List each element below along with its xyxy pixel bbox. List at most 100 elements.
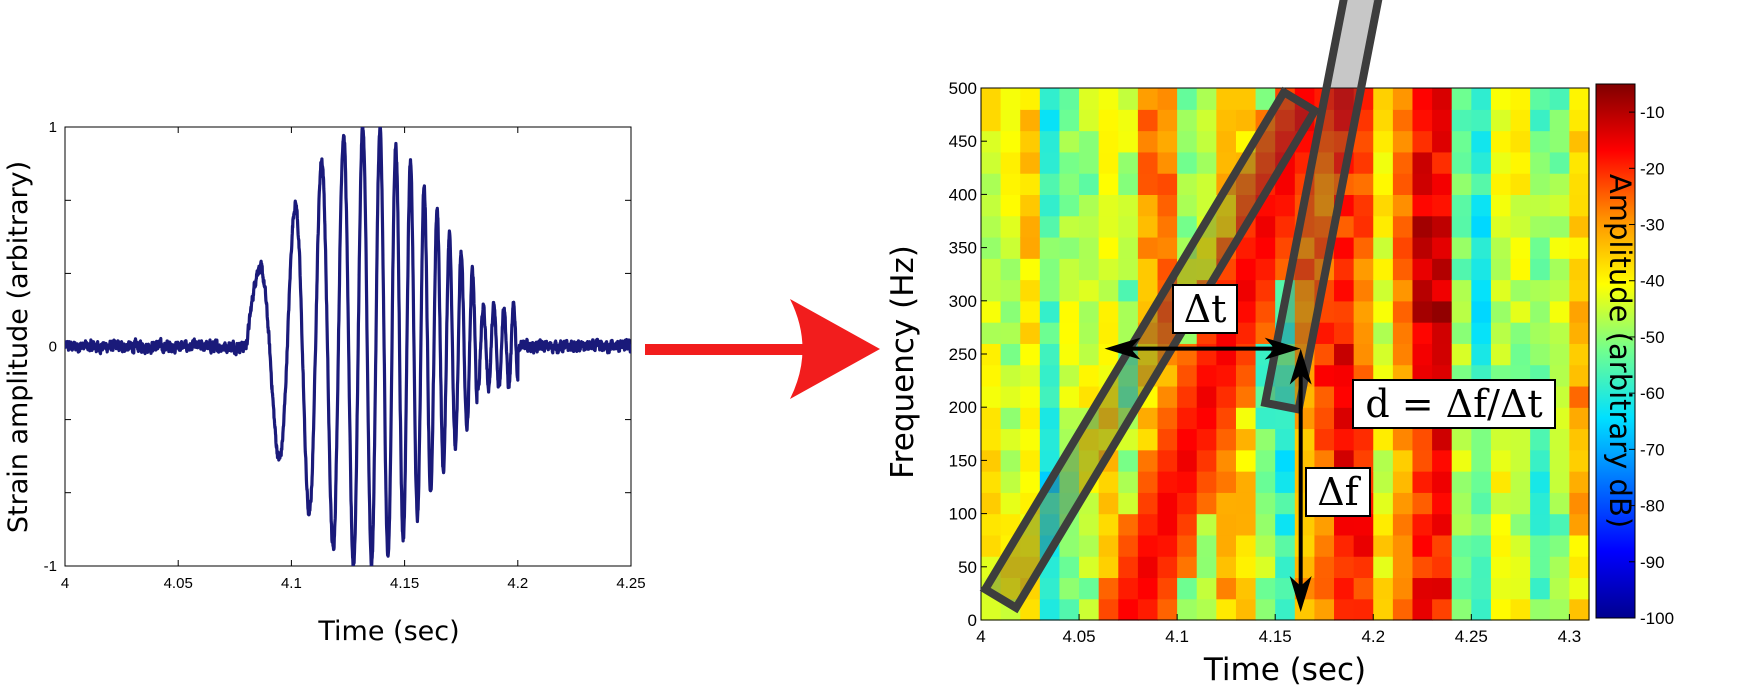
heatmap-cell [1569, 322, 1590, 344]
heatmap-cell [1157, 577, 1178, 600]
heatmap-cell [1432, 88, 1453, 110]
heatmap-cell [981, 428, 1002, 451]
heatmap-cell [1275, 173, 1296, 195]
delta-t-label: Δt [1184, 287, 1227, 331]
heatmap-cell [1471, 109, 1492, 132]
heatmap-cell [1177, 385, 1198, 408]
heatmap-cell [1432, 428, 1453, 451]
heatmap-cell [1098, 279, 1119, 302]
heatmap-cell [1510, 279, 1531, 302]
heatmap-cell [1020, 343, 1041, 366]
heatmap-cell [1020, 534, 1041, 557]
heatmap-cell [1392, 109, 1414, 132]
heatmap-cell [1451, 279, 1472, 302]
heatmap-cell [1412, 492, 1433, 515]
heatmap-cell [1334, 385, 1355, 408]
heatmap-cell [981, 109, 1002, 132]
heatmap-cell [1569, 364, 1590, 387]
heatmap-cell [1451, 598, 1472, 621]
waveform-y-tick-label: -1 [44, 558, 57, 575]
heatmap-cell [1471, 556, 1492, 579]
heatmap-cell [1098, 109, 1119, 132]
heatmap-cell [1216, 109, 1237, 132]
heatmap-cell [1118, 173, 1139, 195]
heatmap-cell [1137, 279, 1159, 302]
heatmap-cell [1235, 407, 1257, 430]
heatmap-cell [1079, 215, 1100, 238]
heatmap-cell [1549, 492, 1570, 515]
heatmap-cell [1314, 343, 1335, 366]
heatmap-cell [1510, 258, 1531, 281]
heatmap-cell [1392, 556, 1414, 579]
heatmap-cell [1412, 215, 1433, 238]
waveform-y-tick-label: 1 [49, 119, 57, 136]
heatmap-cell [1059, 385, 1080, 408]
heatmap-cell [1235, 471, 1257, 493]
heatmap-cell [981, 130, 1002, 153]
heatmap-cell [1196, 385, 1217, 408]
heatmap-cell [1137, 258, 1159, 281]
heatmap-cell [1059, 88, 1080, 110]
heatmap-cell [1549, 236, 1570, 259]
heatmap-cell [1137, 88, 1159, 110]
heatmap-cell [1098, 300, 1119, 323]
heatmap-cell [1079, 449, 1100, 472]
heatmap-cell [1314, 385, 1335, 408]
heatmap-cell [1392, 343, 1414, 366]
heatmap-cell [981, 258, 1002, 281]
heatmap-cell [1216, 577, 1237, 600]
heatmap-cell [1510, 492, 1531, 515]
heatmap-cell [1451, 109, 1472, 132]
heatmap-cell [1275, 556, 1296, 579]
heatmap-cell [1549, 428, 1570, 451]
heatmap-cell [1216, 215, 1237, 238]
heatmap-cell [981, 598, 1002, 621]
heatmap-cell [1510, 88, 1531, 110]
heatmap-cell [1314, 513, 1335, 536]
heatmap-cell [1412, 236, 1433, 259]
colorbar-tick-label: -90 [1640, 553, 1665, 572]
heatmap-cell [1353, 449, 1374, 472]
heatmap-cell [1216, 428, 1237, 451]
spectrogram-y-tick-label: 100 [949, 505, 977, 524]
transform-arrow-head [790, 299, 880, 399]
heatmap-cell [1118, 194, 1139, 217]
heatmap-cell [1235, 513, 1257, 536]
heatmap-cell [1549, 577, 1570, 600]
heatmap-cell [1000, 173, 1021, 195]
heatmap-cell [1353, 428, 1374, 451]
heatmap-cell [1392, 577, 1414, 600]
heatmap-cell [1353, 300, 1374, 323]
heatmap-cell [1490, 577, 1512, 600]
spectrogram-ticks: 4 4.05 4.1 4.15 4.2 4.25 4.3 0 50 100 150 200 250 300… [949, 79, 1582, 646]
heatmap-cell [1098, 598, 1119, 621]
heatmap-cell [1235, 492, 1257, 515]
heatmap-cell [1432, 492, 1453, 515]
heatmap-cell [1000, 130, 1021, 153]
heatmap-cell [1530, 556, 1551, 579]
heatmap-cell [1255, 598, 1276, 621]
heatmap-cell [1157, 385, 1178, 408]
heatmap-cell [1432, 300, 1453, 323]
heatmap-cell [1039, 215, 1061, 238]
heatmap-cell [1235, 279, 1257, 302]
heatmap-cell [1451, 322, 1472, 344]
heatmap-cell [1432, 194, 1453, 217]
heatmap-cell [1490, 300, 1512, 323]
heatmap-cell [1177, 513, 1198, 536]
waveform-x-tick-label: 4.25 [616, 575, 645, 592]
heatmap-cell [1177, 492, 1198, 515]
heatmap-cell [1157, 598, 1178, 621]
heatmap-cell [1353, 598, 1374, 621]
heatmap-cell [1569, 130, 1590, 153]
heatmap-cell [1196, 109, 1217, 132]
waveform-ticks: 4 4.05 4.1 4.15 4.2 4.25 1 0 -1 [44, 119, 646, 592]
colorbar: -10 -20 -30 -40 -50 -60 -70 -80 -90 -100 Amplitud… [1595, 83, 1674, 628]
heatmap-cell [1392, 449, 1414, 472]
colorbar-tick-label: -50 [1640, 328, 1665, 347]
heatmap-cell [1510, 534, 1531, 557]
heatmap-cell [1510, 322, 1531, 344]
spectrogram-x-tick-label: 4.1 [1165, 627, 1189, 646]
heatmap-cell [1569, 513, 1590, 536]
heatmap-cell [1059, 130, 1080, 153]
